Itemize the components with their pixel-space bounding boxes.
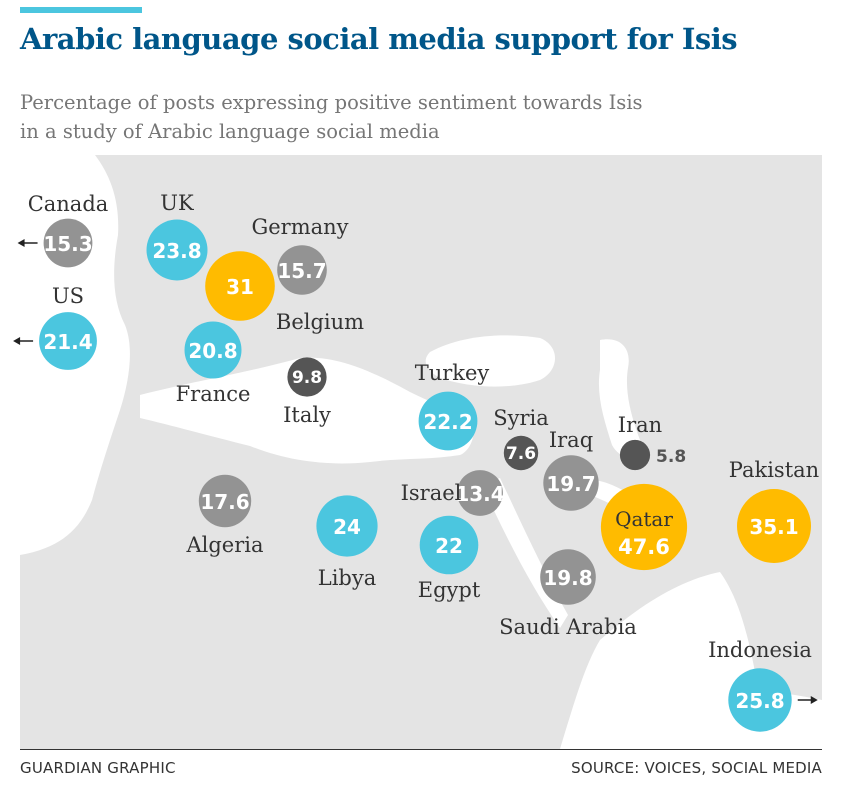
bubble-belgium [205,251,275,321]
value-syria: 7.6 [506,444,536,464]
value-uk: 23.8 [152,239,201,263]
bubble-germany [277,245,327,295]
bubble-canada [43,218,93,268]
label-syria: Syria [493,406,549,430]
label-saudi-arabia: Saudi Arabia [499,615,637,639]
label-canada: Canada [28,192,109,216]
bubble-layer [39,218,811,732]
bubble-us [39,312,97,370]
bubble-iran [619,439,651,471]
bubble-syria [503,435,539,471]
arrow-indonesia-icon [797,696,818,704]
value-turkey: 22.2 [423,410,472,434]
bubble-algeria [198,474,252,528]
arrow-us-icon [13,337,34,345]
label-indonesia: Indonesia [708,638,812,662]
accent-bar [20,7,142,13]
value-germany: 15.7 [277,259,326,283]
label-france: France [176,382,251,406]
value-italy: 9.8 [292,368,322,388]
bubble-libya [316,495,378,557]
label-egypt: Egypt [418,578,481,602]
bubble-iraq [543,455,599,511]
label-algeria: Algeria [185,533,263,557]
arrow-canada-icon [17,239,38,247]
label-israel: Israel [401,481,462,505]
label-layer: 15.3 Canada 23.8 UK 15.7 Germany 31 Belgium 21.4… [28,191,820,713]
value-libya: 24 [333,515,361,539]
value-france: 20.8 [188,339,237,363]
chart-title: Arabic language social media support for… [20,22,738,56]
bubble-egypt [419,515,479,575]
label-uk: UK [160,191,194,215]
label-libya: Libya [318,566,377,590]
bubble-pakistan [737,489,811,563]
bubble-saudi-arabia [540,549,596,605]
bubble-israel [457,470,503,516]
value-algeria: 17.6 [200,490,249,514]
bubble-italy [287,357,327,397]
bubble-uk [146,219,208,281]
value-canada: 15.3 [43,232,92,256]
label-iran: Iran [618,413,662,437]
credit-text: GUARDIAN GRAPHIC [20,759,176,777]
label-italy: Italy [283,403,331,427]
label-us: US [52,284,84,308]
bubble-indonesia [728,668,792,732]
label-turkey: Turkey [415,361,490,385]
value-iraq: 19.7 [546,472,595,496]
label-pakistan: Pakistan [729,458,819,482]
value-saudi-arabia: 19.8 [543,566,592,590]
value-egypt: 22 [435,534,463,558]
label-belgium: Belgium [276,310,364,334]
bubble-map: 15.3 Canada 23.8 UK 15.7 Germany 31 Belgium 21.4… [13,155,822,749]
bubble-qatar [600,483,688,571]
value-iran: 5.8 [656,447,686,467]
value-us: 21.4 [43,330,92,354]
value-belgium: 31 [226,275,254,299]
value-indonesia: 25.8 [735,689,784,713]
bubble-turkey [418,391,478,451]
label-iraq: Iraq [549,428,593,452]
label-germany: Germany [251,215,348,239]
value-qatar: 47.6 [618,535,670,559]
bubble-france [184,321,242,379]
source-text: SOURCE: VOICES, SOCIAL MEDIA [571,759,822,777]
label-qatar: Qatar [615,507,673,531]
value-israel: 13.4 [455,482,504,506]
footer-rule [20,749,822,750]
arrow-layer [13,239,818,704]
chart-subtitle: Percentage of posts expressing positive … [20,91,643,143]
value-pakistan: 35.1 [749,515,798,539]
